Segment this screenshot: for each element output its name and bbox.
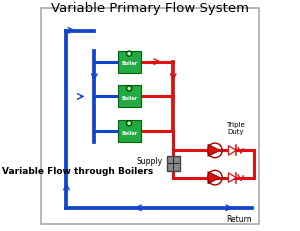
Text: Triple
Duty: Triple Duty [226,122,245,134]
Circle shape [127,87,132,92]
Text: Variable Primary Flow System: Variable Primary Flow System [51,2,249,15]
Bar [118,86,141,108]
Bar [118,52,141,73]
Polygon shape [229,146,236,155]
Circle shape [128,88,130,90]
Text: Boiler: Boiler [121,61,137,66]
Polygon shape [208,172,220,184]
Circle shape [128,53,130,55]
Text: Variable Flow through Boilers: Variable Flow through Boilers [2,167,154,175]
Text: Supply: Supply [136,157,162,166]
Text: Boiler: Boiler [121,130,137,135]
Bar [118,121,141,143]
Circle shape [127,52,132,57]
Bar [167,156,180,171]
Polygon shape [229,173,236,182]
Text: Boiler: Boiler [121,96,137,101]
Polygon shape [208,145,220,157]
Text: Return: Return [226,214,252,223]
Circle shape [128,122,130,125]
Circle shape [127,121,132,126]
